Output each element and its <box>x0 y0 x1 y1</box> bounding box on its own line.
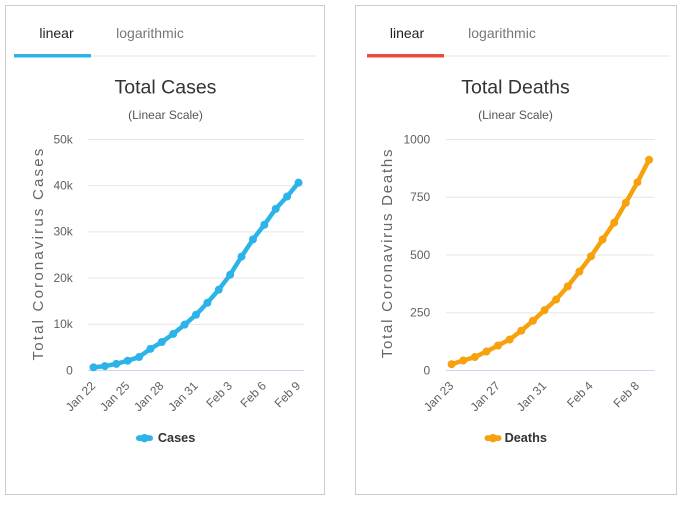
svg-text:Jan 22: Jan 22 <box>63 378 99 414</box>
svg-text:Cases: Cases <box>158 431 195 445</box>
svg-text:Jan 23: Jan 23 <box>421 378 457 414</box>
svg-text:Total Deaths: Total Deaths <box>461 77 570 99</box>
svg-text:1000: 1000 <box>403 132 430 146</box>
svg-text:Deaths: Deaths <box>505 431 547 445</box>
svg-text:Feb 6: Feb 6 <box>237 378 269 410</box>
svg-text:linear: linear <box>390 25 425 41</box>
svg-text:0: 0 <box>424 363 431 377</box>
svg-text:logarithmic: logarithmic <box>116 25 184 41</box>
svg-text:linear: linear <box>39 25 74 41</box>
svg-text:750: 750 <box>410 190 430 204</box>
svg-text:logarithmic: logarithmic <box>468 25 536 41</box>
svg-text:(Linear Scale): (Linear Scale) <box>478 108 553 122</box>
svg-text:250: 250 <box>410 306 430 320</box>
svg-text:40k: 40k <box>53 179 73 193</box>
svg-text:Feb 3: Feb 3 <box>203 378 235 410</box>
svg-text:Jan 28: Jan 28 <box>131 378 167 414</box>
svg-text:Jan 31: Jan 31 <box>514 378 550 414</box>
svg-text:0: 0 <box>66 363 73 377</box>
svg-text:Jan 25: Jan 25 <box>97 378 133 414</box>
svg-text:500: 500 <box>410 248 430 262</box>
svg-text:Jan 27: Jan 27 <box>467 378 503 414</box>
svg-text:10k: 10k <box>53 317 73 331</box>
svg-text:Total Coronavirus Deaths: Total Coronavirus Deaths <box>379 148 396 358</box>
svg-text:30k: 30k <box>53 225 73 239</box>
svg-text:Total Cases: Total Cases <box>115 77 217 99</box>
svg-text:(Linear Scale): (Linear Scale) <box>128 108 203 122</box>
svg-text:Jan 31: Jan 31 <box>165 378 201 414</box>
svg-text:Feb 8: Feb 8 <box>611 378 643 410</box>
svg-text:50k: 50k <box>53 132 73 146</box>
svg-text:Total Coronavirus Cases: Total Coronavirus Cases <box>30 146 47 360</box>
svg-text:Feb 9: Feb 9 <box>272 378 304 410</box>
svg-text:20k: 20k <box>53 271 73 285</box>
svg-text:Feb 4: Feb 4 <box>564 378 596 410</box>
